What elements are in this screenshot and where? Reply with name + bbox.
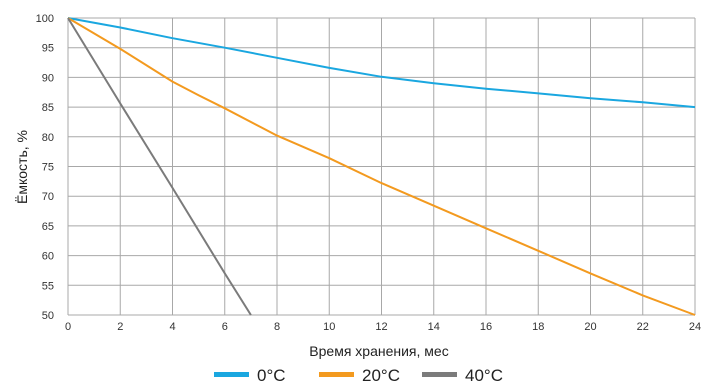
y-tick-label: 70 [42,191,54,203]
y-tick-label: 60 [42,251,54,263]
y-tick-label: 55 [42,280,54,292]
x-tick-label: 24 [689,321,701,333]
legend: 0°C 20°C 40°C [214,366,503,383]
x-tick-label: 10 [323,321,335,333]
y-tick-label: 100 [36,13,54,25]
grid-lines [67,17,696,316]
legend-label-2: 40°C [465,366,503,383]
x-tick-label: 18 [532,321,544,333]
x-tick-label: 4 [169,321,175,333]
x-tick-labels: 0 2 4 6 8 10 12 14 16 18 20 22 24 [65,321,701,333]
y-tick-label: 80 [42,132,54,144]
y-tick-label: 50 [42,310,54,322]
legend-swatch-2 [422,372,457,377]
y-tick-label: 85 [42,102,54,114]
series-line-0 [67,17,696,109]
legend-swatch-0 [214,372,249,377]
legend-swatch-1 [319,372,354,377]
legend-label-0: 0°C [257,366,286,383]
x-tick-label: 6 [222,321,228,333]
y-tick-label: 75 [42,162,54,174]
x-tick-label: 0 [65,321,71,333]
x-tick-label: 12 [375,321,387,333]
y-tick-labels: 50 55 60 65 70 75 80 85 90 95 100 [36,13,54,322]
y-tick-label: 90 [42,72,54,84]
x-tick-label: 22 [637,321,649,333]
x-tick-label: 2 [117,321,123,333]
x-tick-label: 14 [428,321,440,333]
x-axis-label: Время хранения, мес [309,343,448,359]
series-line-1 [67,17,696,316]
x-tick-label: 16 [480,321,492,333]
x-tick-label: 8 [274,321,280,333]
x-tick-label: 20 [584,321,596,333]
series-lines [67,17,696,316]
y-axis-label: Ёмкость, % [14,130,30,204]
series-line-2 [67,17,252,316]
y-tick-label: 95 [42,43,54,55]
y-tick-label: 65 [42,221,54,233]
legend-label-1: 20°C [362,366,400,383]
